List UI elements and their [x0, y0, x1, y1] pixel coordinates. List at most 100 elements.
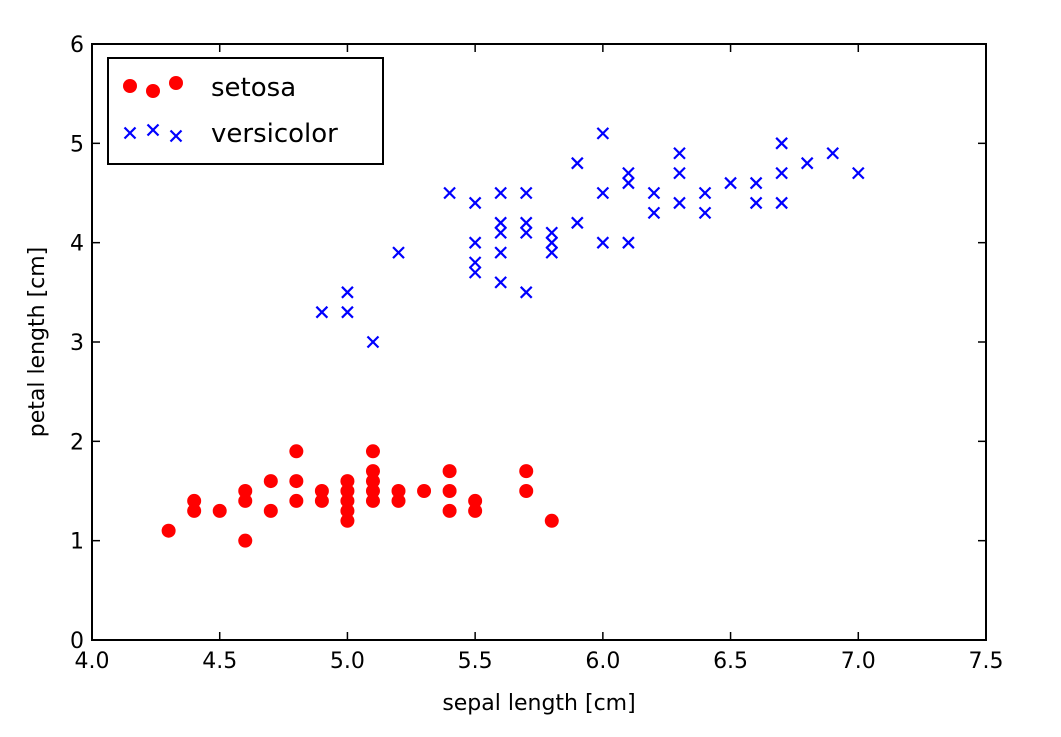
y-tick-label: 0 [70, 629, 84, 654]
x-tick-label: 7.0 [841, 649, 876, 674]
setosa-point [187, 493, 202, 508]
versicolor-point [519, 186, 533, 200]
versicolor-point [468, 256, 482, 269]
versicolor-point [571, 216, 584, 230]
versicolor-point [749, 196, 763, 210]
y-tick-label: 5 [70, 132, 84, 157]
versicolor-point [596, 236, 610, 249]
legend-label-versicolor: versicolor [211, 119, 338, 149]
setosa-point [442, 464, 457, 479]
setosa-point [289, 493, 304, 508]
setosa-point [391, 484, 406, 498]
versicolor-point [800, 156, 814, 170]
versicolor-point [775, 137, 788, 150]
versicolor-point [519, 286, 533, 299]
setosa-point [365, 493, 380, 508]
versicolor-point [468, 236, 482, 249]
versicolor-point [749, 176, 763, 190]
versicolor-point [673, 196, 686, 210]
legend-marker-versicolor [169, 129, 183, 143]
legend-marker-versicolor [146, 123, 160, 137]
y-tick-label: 4 [70, 232, 84, 257]
setosa-point [365, 474, 380, 489]
y-tick-label: 3 [70, 331, 84, 356]
x-tick-label: 5.5 [458, 649, 493, 674]
setosa-point [468, 493, 483, 508]
setosa-point [263, 474, 278, 489]
versicolor-point [698, 206, 712, 220]
versicolor-point [826, 146, 840, 160]
versicolor-point [545, 246, 559, 259]
setosa-point [340, 484, 355, 498]
setosa-point [340, 474, 355, 489]
y-axis-ticks: 0 1 2 3 4 5 6 [70, 33, 986, 654]
x-tick-label: 4.5 [202, 649, 237, 674]
versicolor-point [775, 196, 788, 210]
versicolor-point [315, 305, 329, 319]
versicolor-point [392, 246, 405, 259]
versicolor-point [852, 166, 865, 180]
versicolor-point [468, 196, 482, 210]
setosa-point [238, 484, 253, 498]
versicolor-point [571, 156, 584, 170]
versicolor-point [494, 216, 507, 230]
setosa-point [187, 503, 202, 518]
versicolor-point [622, 236, 635, 249]
versicolor-point [622, 166, 635, 180]
setosa-point [212, 503, 227, 518]
y-tick-label: 6 [70, 33, 84, 58]
setosa-point [263, 503, 278, 518]
setosa-point [365, 484, 380, 498]
versicolor-point [673, 166, 686, 180]
x-axis-ticks: 4.0 4.5 5.0 5.5 6.0 6.5 7.0 7.5 [75, 44, 1004, 674]
versicolor-point [494, 186, 507, 200]
x-tick-label: 6.5 [713, 649, 748, 674]
setosa-point [519, 484, 534, 498]
versicolor-point [673, 146, 686, 160]
legend-markers-versicolor [123, 123, 183, 143]
legend-marker-setosa [169, 76, 183, 90]
y-axis-title: petal length [cm] [25, 247, 50, 438]
versicolor-point [775, 166, 788, 180]
setosa-point [314, 484, 329, 498]
setosa-point [365, 464, 380, 479]
setosa-point [340, 513, 355, 528]
versicolor-point [494, 276, 507, 289]
x-tick-label: 6.0 [585, 649, 620, 674]
versicolor-point [494, 246, 507, 259]
setosa-point [289, 474, 304, 489]
versicolor-point [443, 186, 456, 200]
setosa-point [238, 533, 253, 548]
versicolor-point [596, 186, 610, 200]
x-axis-title: sepal length [cm] [442, 691, 635, 716]
setosa-point [391, 493, 406, 508]
versicolor-point [698, 186, 712, 200]
setosa-point [544, 513, 559, 528]
setosa-point [417, 484, 432, 498]
legend-marker-versicolor [123, 126, 137, 140]
y-tick-label: 2 [70, 430, 84, 455]
plot-points [161, 127, 865, 548]
x-tick-label: 5.0 [330, 649, 365, 674]
setosa-point [442, 484, 457, 498]
versicolor-point [341, 286, 354, 299]
legend-marker-setosa [146, 84, 160, 98]
versicolor-point [545, 226, 559, 240]
setosa-point [442, 503, 457, 518]
y-tick-label: 1 [70, 530, 84, 555]
setosa-point [238, 493, 253, 508]
setosa-point [340, 503, 355, 518]
versicolor-point [647, 186, 661, 200]
versicolor-point [647, 206, 661, 220]
versicolor-point [724, 176, 737, 190]
x-tick-label: 4.0 [75, 649, 110, 674]
versicolor-point [341, 305, 354, 319]
legend-markers-setosa [123, 76, 183, 98]
x-tick-label: 7.5 [969, 649, 1004, 674]
setosa-point [314, 493, 329, 508]
versicolor-point [468, 266, 482, 279]
setosa-point [519, 464, 534, 479]
setosa-point [365, 444, 380, 459]
legend-frame [107, 57, 384, 165]
versicolor-point [545, 236, 559, 249]
